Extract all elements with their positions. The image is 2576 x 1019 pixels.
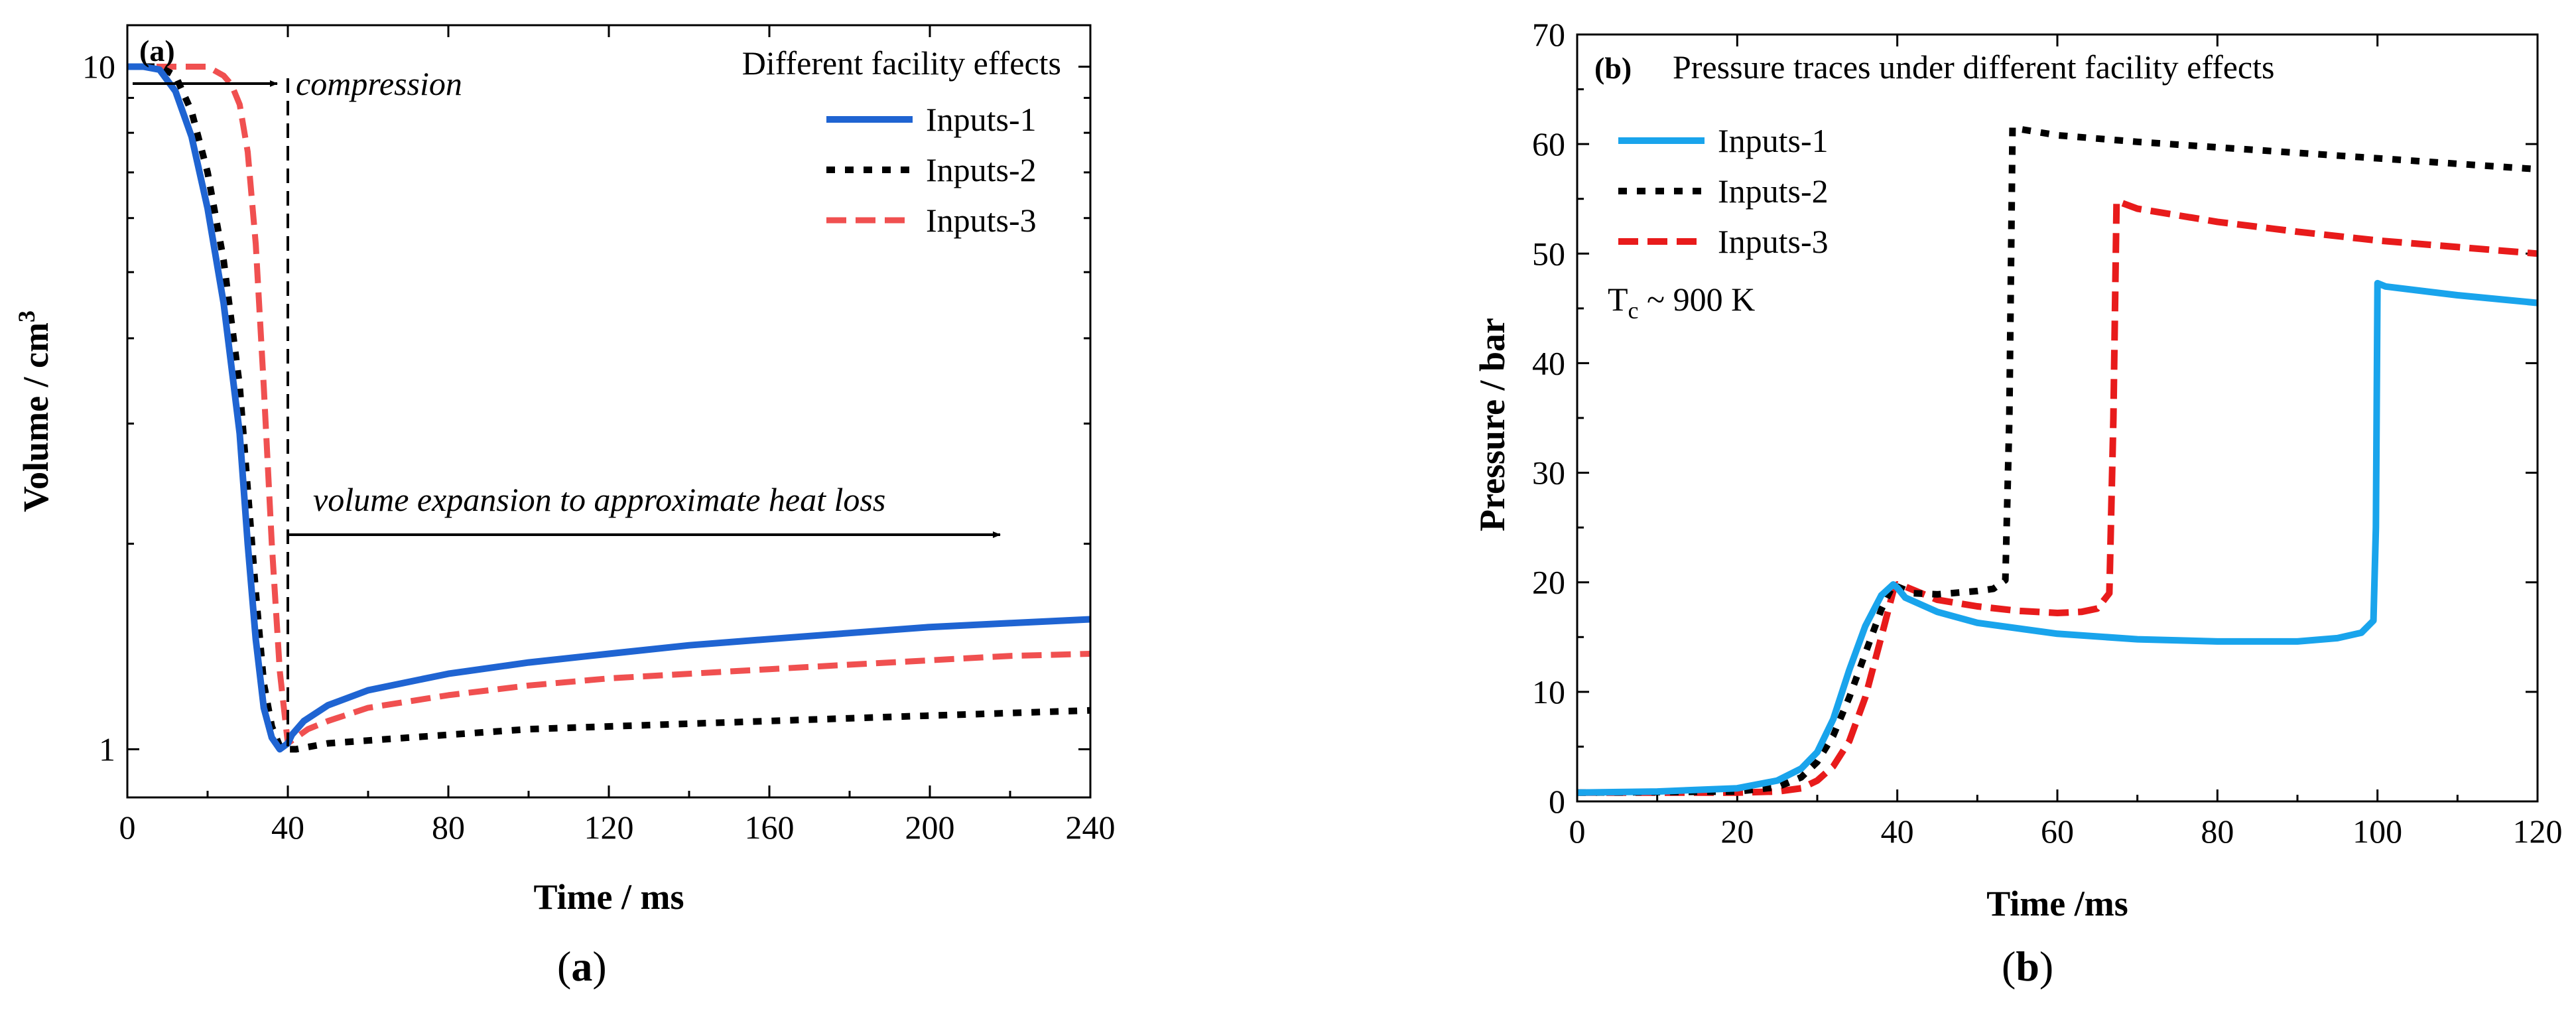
y-tick-label: 10 — [1532, 673, 1565, 711]
x-tick-label: 200 — [905, 809, 955, 846]
panel-b-y-axis-title: Pressure / bar — [1472, 318, 1512, 531]
panel-b-caption: (b) — [2002, 943, 2053, 990]
y-tick-label: 30 — [1532, 454, 1565, 492]
panel-a-tick-marks — [126, 25, 1092, 797]
x-tick-label: 160 — [745, 809, 795, 846]
x-tick-label: 100 — [2352, 813, 2402, 850]
panel-a-label: (a) — [139, 34, 175, 68]
x-tick-label: 80 — [432, 809, 465, 846]
panel-b-temperature-annotation: Tc ~ 900 K — [1608, 281, 1755, 324]
panel-b-tick-labels: 0 20 40 60 80 100 120 0 10 20 30 40 50 60 70 — [1532, 16, 2563, 850]
panel-a-legend-label-inputs-1: Inputs-1 — [926, 101, 1037, 138]
compression-annotation: compression — [296, 65, 462, 102]
expansion-annotation: volume expansion to approximate heat los… — [313, 481, 885, 518]
x-tick-label: 0 — [119, 809, 136, 846]
x-tick-label: 40 — [1881, 813, 1914, 850]
y-tick-label: 70 — [1532, 16, 1565, 53]
x-tick-label: 120 — [584, 809, 634, 846]
panel-a-x-axis-title: Time / ms — [534, 877, 684, 917]
panel-a-y-axis-title: Volume / cm3 — [13, 310, 56, 512]
panel-b-legend: Inputs-1 Inputs-2 Inputs-3 — [1618, 122, 1829, 260]
x-tick-label: 40 — [271, 809, 304, 846]
panel-a-legend-label-inputs-2: Inputs-2 — [926, 151, 1037, 188]
y-tick-label: 1 — [99, 730, 115, 768]
y-tick-label: 60 — [1532, 125, 1565, 163]
y-tick-label: 50 — [1532, 235, 1565, 272]
series-line-inputs-1 — [1577, 279, 2538, 796]
y-tick-label: 0 — [1549, 783, 1565, 820]
panel-b-legend-label-inputs-1: Inputs-1 — [1718, 122, 1829, 159]
panel-b-series — [1577, 124, 2538, 796]
panel-b-tick-marks — [1576, 33, 2539, 803]
y-tick-label: 20 — [1532, 564, 1565, 601]
x-tick-label: 120 — [2513, 813, 2563, 850]
x-tick-label: 20 — [1720, 813, 1754, 850]
x-tick-label: 240 — [1066, 809, 1116, 846]
panel-a-volume-chart: 0 40 80 120 160 200 240 1 10 (a) Different facil… — [13, 24, 1116, 990]
panel-a-legend: Inputs-1 Inputs-2 Inputs-3 — [826, 101, 1037, 239]
series-line-inputs-3 — [127, 64, 1091, 746]
x-tick-label: 80 — [2201, 813, 2234, 850]
panel-a-caption: (a) — [557, 943, 607, 990]
y-tick-label: 40 — [1532, 344, 1565, 381]
series-line-inputs-2 — [1577, 124, 2538, 796]
series-line-inputs-2 — [127, 63, 1091, 753]
panel-a-annotations: compression volume expansion to approxim… — [133, 65, 1001, 746]
panel-b-x-axis-title: Time /ms — [1986, 884, 2128, 923]
panel-b-legend-label-inputs-3: Inputs-3 — [1718, 223, 1829, 260]
x-tick-label: 0 — [1569, 813, 1586, 850]
panel-a-legend-label-inputs-3: Inputs-3 — [926, 202, 1037, 239]
panel-a-frame — [126, 24, 1092, 799]
y-tick-label: 10 — [82, 48, 115, 85]
panel-b-title: Pressure traces under different facility… — [1673, 48, 2274, 86]
x-tick-label: 60 — [2041, 813, 2074, 850]
panel-b-frame — [1576, 33, 2539, 803]
panel-b-legend-label-inputs-2: Inputs-2 — [1718, 172, 1829, 210]
panel-a-tick-labels: 0 40 80 120 160 200 240 1 10 — [82, 48, 1116, 846]
panel-b-pressure-chart: 0 20 40 60 80 100 120 0 10 20 30 40 50 60 70 (b) Press… — [1472, 16, 2563, 990]
panel-a-legend-title: Different facility effects — [742, 44, 1061, 82]
series-line-inputs-3 — [1577, 198, 2538, 796]
panel-b-label: (b) — [1594, 51, 1632, 85]
